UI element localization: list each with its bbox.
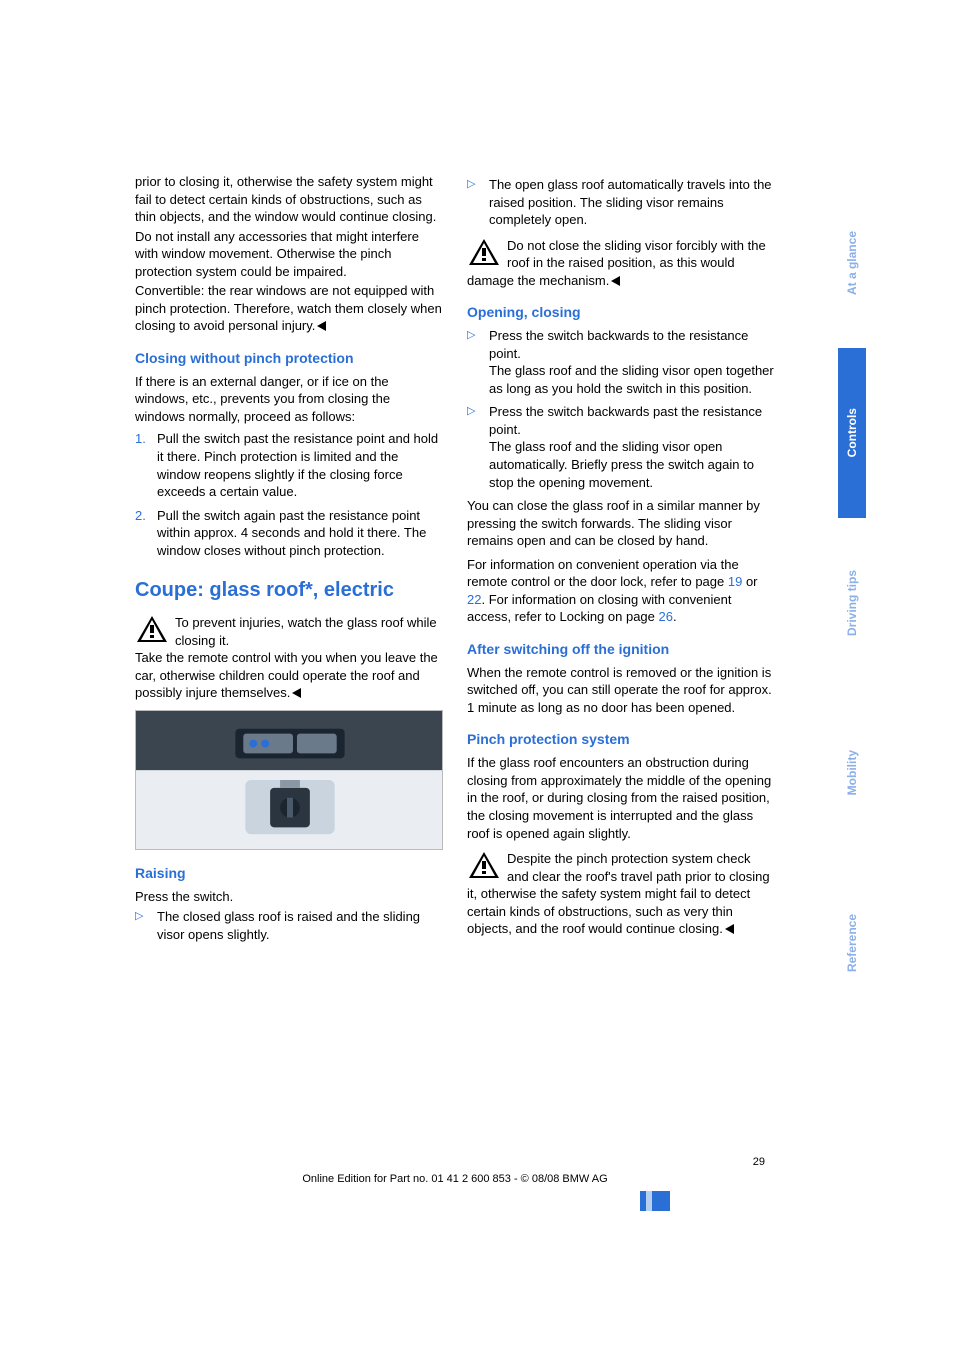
glass-roof-figure — [135, 710, 443, 850]
pinch-warn-text: Despite the pinch protection system chec… — [467, 851, 770, 936]
opening-list: Press the switch backwards to the resist… — [467, 327, 775, 491]
coupe-heading: Coupe: glass roof*, electric — [135, 577, 443, 604]
page-ref-22[interactable]: 22 — [467, 592, 481, 607]
raising-item-1: The closed glass roof is raised and the … — [135, 908, 443, 943]
pinch-para: If the glass roof encounters an obstruct… — [467, 754, 775, 842]
end-marker-icon — [611, 276, 620, 286]
tab-reference[interactable]: Reference — [838, 858, 866, 1028]
intro-p3: Convertible: the rear windows are not eq… — [135, 282, 443, 335]
warning-box-3: Despite the pinch protection system chec… — [467, 850, 775, 938]
page-footer: 29 Online Edition for Part no. 01 41 2 6… — [135, 1155, 775, 1211]
warning-icon — [467, 237, 501, 267]
after-para: When the remote control is removed or th… — [467, 664, 775, 717]
page-ref-19[interactable]: 19 — [728, 574, 742, 589]
intro-p1: prior to closing it, otherwise the safet… — [135, 173, 443, 226]
opening-heading: Opening, closing — [467, 303, 775, 322]
closing-step-1: 1.Pull the switch past the resistance po… — [135, 430, 443, 500]
end-marker-icon — [317, 321, 326, 331]
raising-list: The closed glass roof is raised and the … — [135, 908, 443, 943]
footer-line: Online Edition for Part no. 01 41 2 600 … — [135, 1172, 775, 1187]
opening-item-2: Press the switch backwards past the resi… — [467, 403, 775, 491]
top-right-list: The open glass roof automatically travel… — [467, 176, 775, 229]
warning-icon — [467, 850, 501, 880]
refs-para: For information on convenient operation … — [467, 556, 775, 626]
top-right-item: The open glass roof automatically travel… — [467, 176, 775, 229]
after-heading: After switching off the ignition — [467, 640, 775, 659]
page-number: 29 — [135, 1155, 775, 1170]
footer-marker-icon — [640, 1191, 670, 1211]
pinch-heading: Pinch protection system — [467, 730, 775, 749]
page-ref-26[interactable]: 26 — [659, 609, 673, 624]
warning-after-1: Take the remote control with you when yo… — [135, 649, 443, 702]
right-column: The open glass roof automatically travel… — [467, 173, 775, 950]
tab-driving-tips[interactable]: Driving tips — [838, 518, 866, 688]
end-marker-icon — [725, 924, 734, 934]
warning-icon — [135, 614, 169, 644]
warning-text-1: To prevent injuries, watch the glass roo… — [175, 615, 437, 648]
raising-intro: Press the switch. — [135, 888, 443, 906]
warn-top-text: Do not close the sliding visor forcibly … — [467, 238, 766, 288]
closing-heading: Closing without pinch protection — [135, 349, 443, 368]
warning-box-2: Do not close the sliding visor forcibly … — [467, 237, 775, 290]
raising-heading: Raising — [135, 864, 443, 883]
side-tabs: At a glance Controls Driving tips Mobili… — [838, 178, 866, 1028]
tab-controls[interactable]: Controls — [838, 348, 866, 518]
closing-step-2: 2.Pull the switch again past the resista… — [135, 507, 443, 560]
closing-steps: 1.Pull the switch past the resistance po… — [135, 430, 443, 559]
tab-mobility[interactable]: Mobility — [838, 688, 866, 858]
intro-p2: Do not install any accessories that migh… — [135, 228, 443, 281]
open-close-para: You can close the glass roof in a simila… — [467, 497, 775, 550]
tab-at-a-glance[interactable]: At a glance — [838, 178, 866, 348]
warning-box-1: To prevent injuries, watch the glass roo… — [135, 614, 443, 649]
left-column: prior to closing it, otherwise the safet… — [135, 173, 443, 950]
opening-item-1: Press the switch backwards to the resist… — [467, 327, 775, 397]
closing-intro: If there is an external danger, or if ic… — [135, 373, 443, 426]
end-marker-icon — [292, 688, 301, 698]
